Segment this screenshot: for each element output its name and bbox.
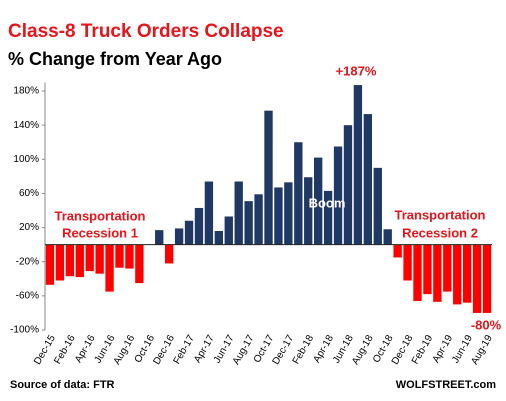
y-tick-label: -20% bbox=[16, 256, 39, 267]
annotation: Transportation bbox=[54, 208, 145, 223]
bar bbox=[323, 190, 333, 245]
source: Source of data: FTR bbox=[10, 379, 115, 391]
bar bbox=[95, 244, 104, 274]
bar bbox=[204, 181, 214, 245]
annotation: +187% bbox=[336, 63, 377, 78]
bar bbox=[472, 244, 482, 313]
y-tick-label: 20% bbox=[19, 222, 39, 233]
y-tick-label: 180% bbox=[13, 86, 39, 97]
bar bbox=[453, 244, 462, 305]
bar bbox=[462, 244, 472, 303]
chart-subtitle: % Change from Year Ago bbox=[8, 49, 222, 69]
bar bbox=[304, 177, 313, 245]
bar bbox=[343, 125, 353, 245]
bar bbox=[274, 187, 283, 245]
annotation: Boom bbox=[309, 195, 346, 210]
bar bbox=[224, 216, 233, 245]
annotation: Recession 1 bbox=[62, 225, 138, 240]
bar bbox=[443, 244, 452, 292]
bar bbox=[244, 201, 253, 245]
y-tick-label: 100% bbox=[13, 154, 39, 165]
y-tick-label: 140% bbox=[13, 120, 39, 131]
bar bbox=[75, 244, 84, 278]
bar bbox=[413, 244, 422, 301]
bar bbox=[433, 244, 442, 302]
bar bbox=[403, 244, 412, 281]
bar bbox=[65, 244, 75, 277]
bar bbox=[45, 244, 55, 285]
bar bbox=[155, 230, 164, 245]
bar bbox=[383, 229, 392, 245]
y-tick-label: -100% bbox=[10, 325, 39, 336]
bar bbox=[264, 110, 273, 245]
bar bbox=[373, 167, 382, 245]
bar bbox=[284, 182, 293, 245]
bar bbox=[363, 114, 373, 245]
credit: WOLFSTREET.com bbox=[396, 379, 496, 391]
bar bbox=[482, 244, 492, 313]
chart-title: Class-8 Truck Orders Collapse bbox=[8, 21, 284, 42]
bar bbox=[184, 220, 194, 245]
bar bbox=[135, 244, 144, 284]
bar bbox=[353, 85, 363, 245]
bar bbox=[115, 244, 124, 268]
bar bbox=[333, 146, 343, 245]
y-tick-label: 60% bbox=[19, 188, 39, 199]
bar bbox=[194, 207, 204, 245]
bar bbox=[105, 244, 114, 292]
annotation: Recession 2 bbox=[402, 225, 478, 240]
bar bbox=[313, 157, 323, 245]
bar bbox=[214, 231, 224, 245]
bar bbox=[125, 244, 134, 269]
bar bbox=[55, 244, 65, 281]
bar bbox=[254, 194, 263, 245]
bar bbox=[164, 244, 174, 264]
bar bbox=[294, 142, 303, 245]
annotation: Transportation bbox=[394, 207, 485, 222]
bar bbox=[423, 244, 432, 295]
bar bbox=[174, 228, 184, 245]
bar bbox=[234, 181, 243, 245]
annotation: -80% bbox=[471, 317, 502, 332]
bar bbox=[85, 244, 94, 272]
bar bbox=[393, 244, 402, 258]
y-tick-label: -60% bbox=[16, 291, 39, 302]
